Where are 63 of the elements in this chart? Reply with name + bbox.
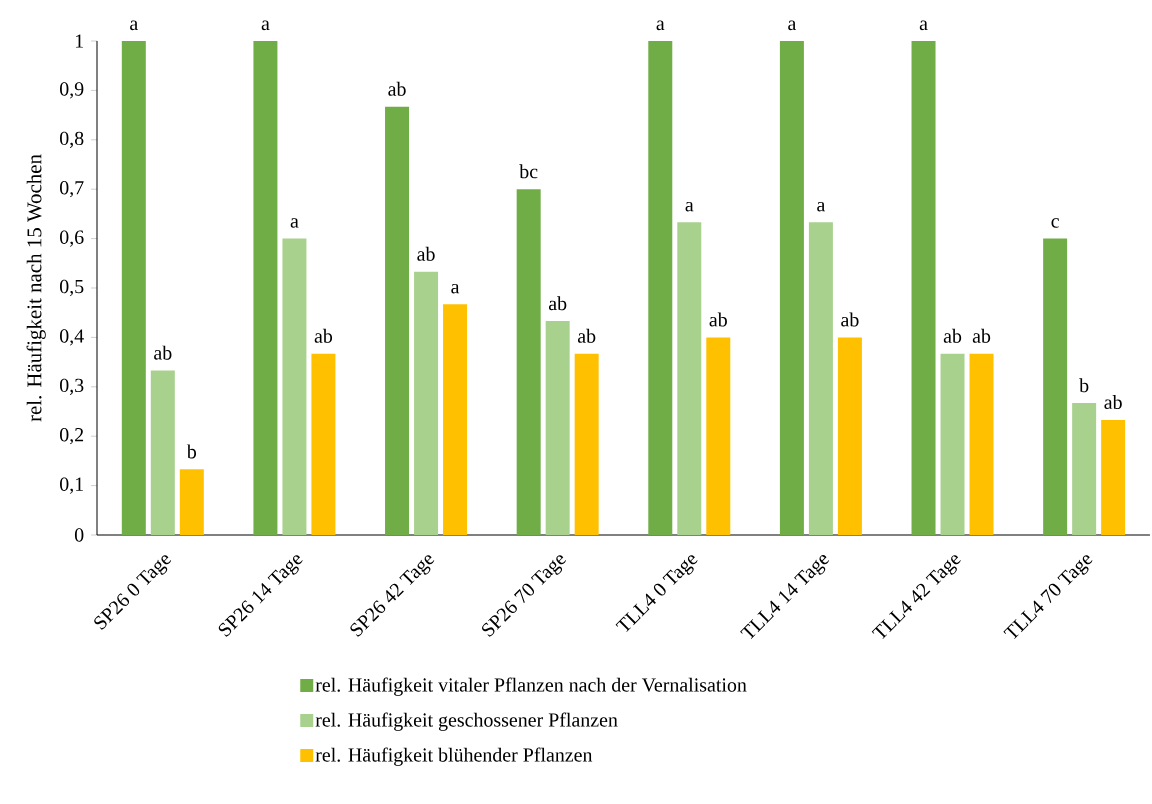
data-label: a [919,20,928,31]
y-tick-label: 0,4 [60,329,84,346]
y-tick-label: 0 [74,528,84,542]
y-tick-label: 0,6 [60,230,84,247]
bar [706,337,731,535]
data-label: a [261,20,270,31]
data-label: b [1079,378,1089,393]
data-label: ab [577,328,596,343]
data-label: ab [709,312,727,327]
data-label: a [451,283,460,294]
bar [282,238,307,535]
data-label: ab [548,296,567,311]
data-label: ab [314,328,333,343]
bar [911,40,936,535]
y-tick-label: 0,8 [60,131,84,148]
data-label: a [656,20,665,31]
data-label: a [130,20,138,31]
bar [969,353,994,535]
bar [516,189,541,535]
bar [677,222,702,535]
bar [1072,403,1097,535]
data-label: c [1051,218,1059,228]
y-tick-label: 0,9 [60,82,84,99]
y-tick-label: 0,3 [60,378,84,395]
bar [779,40,804,535]
bar [150,370,175,535]
legend-label: rel. Häufigkeit geschossener Pflanzen [315,712,618,731]
y-tick-label: 1 [75,34,83,48]
data-label: ab [972,328,991,343]
data-label: ab [841,312,859,327]
bar [414,271,439,535]
y-tick-label: 0,2 [60,428,84,445]
bar [545,321,570,535]
bar [385,106,410,535]
bar [837,337,862,535]
legend-label: rel. Häufigkeit vitaler Pflanzen nach der Vernalisation [315,677,747,696]
bar [648,40,673,535]
data-label: ab [1104,395,1122,410]
legend-label: rel. Häufigkeit blühender Pflanzen [315,747,593,766]
data-label: b [186,444,197,459]
bar [121,40,146,535]
data-label: a [685,201,694,212]
y-tick-label: 0,7 [60,181,84,198]
data-label: a [817,201,826,212]
y-axis-title: rel. Häufigkeit nach 15 Wochen [26,154,46,422]
bar [179,469,204,535]
y-tick-label: 0,5 [60,279,84,297]
bar [940,353,965,535]
y-tick-label: 0,1 [60,477,83,494]
data-label: bc [519,164,538,179]
bar [574,353,599,535]
data-label: a [788,20,797,31]
bar [311,353,336,535]
data-label: ab [943,328,962,343]
data-label: ab [388,81,406,96]
bar [1101,419,1126,535]
bar [443,304,468,535]
data-label: ab [417,246,435,261]
bar [1043,238,1068,535]
data-label: a [290,218,299,228]
bar [253,40,278,535]
data-label: ab [154,345,172,360]
bar [808,222,833,535]
